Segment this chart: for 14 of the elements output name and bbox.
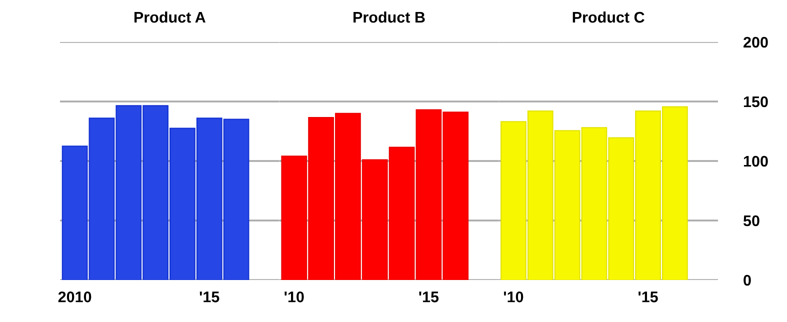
y-tick-label: 100 xyxy=(744,156,768,167)
y-tick-label: 0 xyxy=(744,274,751,286)
x-tick-label: 2010 xyxy=(58,292,92,302)
chart-title: Product B xyxy=(354,11,425,23)
x-tick-label: '15 xyxy=(200,292,220,302)
x-tick-label: '15 xyxy=(419,292,439,302)
x-tick-label: '10 xyxy=(504,292,524,302)
y-tick-label: 200 xyxy=(744,36,768,48)
x-tick-label: '10 xyxy=(284,292,304,302)
y-tick-label: 150 xyxy=(744,96,768,108)
y-tick-label: 50 xyxy=(743,215,760,226)
chart-title: Product A xyxy=(134,11,206,23)
x-tick-label: '15 xyxy=(638,292,658,302)
chart-title: Product C xyxy=(572,11,644,23)
